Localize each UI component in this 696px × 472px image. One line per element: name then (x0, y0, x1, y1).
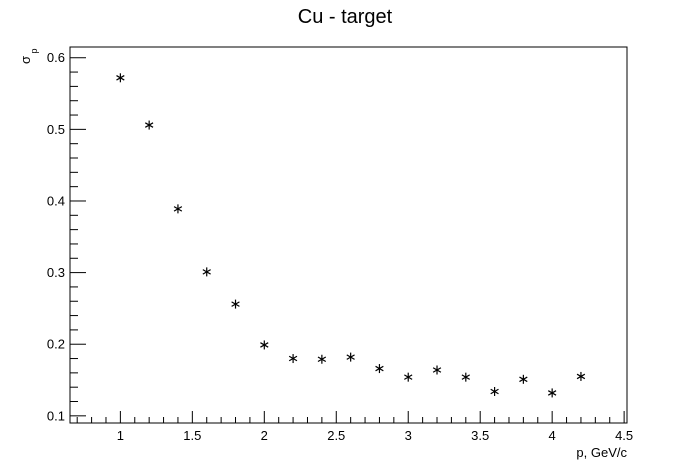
y-tick-label: 0.1 (47, 408, 65, 423)
marker-stroke (576, 373, 586, 380)
data-point (144, 120, 154, 130)
marker-stroke (432, 367, 442, 373)
y-axis-label-subscript: p (29, 48, 39, 53)
data-point (173, 204, 183, 214)
data-point (231, 299, 240, 309)
data-point (490, 386, 499, 396)
x-tick-label: 3.5 (471, 428, 489, 443)
marker-stroke (547, 390, 557, 396)
marker-stroke (490, 388, 499, 395)
data-point (375, 364, 384, 374)
x-axis-label: p, GeV/c (576, 445, 627, 460)
marker-stroke (260, 342, 269, 348)
marker-stroke (404, 374, 413, 380)
y-tick-label: 0.6 (47, 50, 65, 65)
x-tick-label: 2.5 (327, 428, 345, 443)
y-axis-label-main: σ (18, 56, 33, 64)
data-point (576, 371, 586, 381)
marker-stroke (116, 75, 125, 81)
x-tick-label: 3 (405, 428, 412, 443)
marker-stroke (144, 122, 154, 128)
x-tick-label: 1 (117, 428, 124, 443)
x-tick-label: 4.5 (615, 428, 633, 443)
data-point (461, 372, 470, 382)
x-tick-label: 4 (549, 428, 556, 443)
y-axis: 0.1 0.2 0.3 0.4 0.5 0.6 (47, 50, 86, 423)
marker-stroke (375, 365, 384, 372)
y-axis-label: σ p (18, 48, 39, 64)
data-point (404, 372, 413, 382)
data-point (432, 365, 442, 375)
marker-stroke (231, 301, 240, 307)
marker-stroke (346, 354, 355, 360)
y-tick-label: 0.3 (47, 265, 65, 280)
y-tick-label: 0.5 (47, 122, 65, 137)
data-point (346, 352, 355, 362)
chart-title: Cu - target (298, 6, 393, 28)
data-point (317, 354, 327, 364)
y-tick-label: 0.4 (47, 193, 65, 208)
x-axis: 1 1.5 2 2.5 3 3.5 4 4.5 (76, 411, 633, 443)
marker-stroke (317, 356, 327, 363)
marker-stroke (202, 269, 211, 275)
x-tick-label: 1.5 (183, 428, 201, 443)
data-point (116, 73, 125, 83)
data-point (519, 374, 528, 384)
data-points (116, 73, 586, 398)
marker-stroke (288, 355, 298, 362)
data-point (260, 340, 269, 350)
data-point (288, 354, 298, 364)
plot-frame (69, 46, 628, 424)
y-tick-label: 0.2 (47, 337, 65, 352)
data-point (547, 388, 557, 398)
marker-stroke (173, 206, 183, 212)
data-point (202, 267, 211, 277)
marker-stroke (519, 376, 528, 383)
x-tick-label: 2 (261, 428, 268, 443)
marker-stroke (461, 374, 470, 380)
